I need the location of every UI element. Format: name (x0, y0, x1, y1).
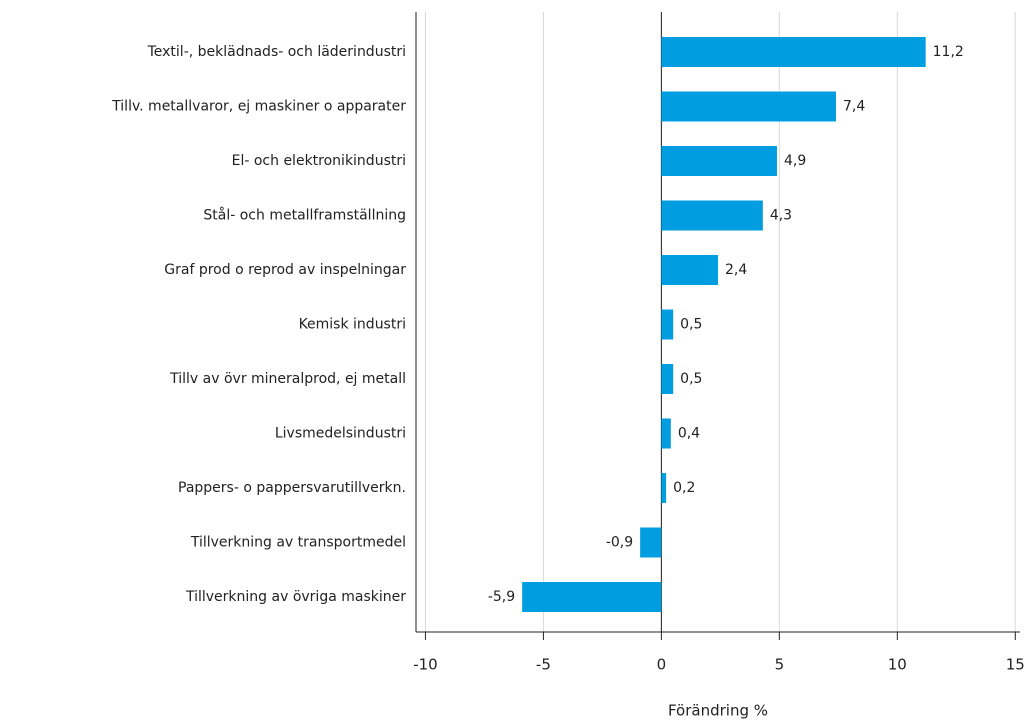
x-tick-label: 0 (657, 656, 667, 674)
value-label: -5,9 (488, 589, 515, 605)
value-label: 2,4 (725, 262, 747, 278)
y-tick-label: Kemisk industri (299, 317, 406, 333)
value-label: 0,5 (680, 371, 702, 387)
value-label: 4,9 (784, 153, 806, 169)
bar (661, 200, 763, 231)
x-axis-title: Förändring % (668, 702, 768, 720)
x-tick-label: 5 (775, 656, 785, 674)
bar (661, 255, 718, 285)
y-tick-label: Tillv. metallvaror, ej maskiner o appara… (111, 99, 406, 115)
bar (640, 527, 662, 558)
value-label: 7,4 (843, 99, 865, 115)
value-label: 0,2 (673, 480, 695, 496)
value-label: 0,5 (680, 317, 702, 333)
x-tick-label: 15 (1006, 656, 1025, 674)
y-tick-label: Stål- och metallframställning (203, 207, 406, 224)
value-label: -0,9 (606, 535, 633, 551)
bar (522, 582, 662, 612)
bar (661, 418, 671, 449)
bar (661, 473, 667, 503)
bar (661, 146, 777, 176)
y-tick-label: Livsmedelsindustri (275, 426, 406, 442)
y-tick-label: Textil-, beklädnads- och läderindustri (147, 44, 406, 60)
bar (661, 364, 674, 394)
bar (661, 309, 674, 340)
x-tick-label: 10 (888, 656, 907, 674)
y-tick-label: Graf prod o reprod av inspelningar (164, 262, 406, 278)
y-tick-label: Tillv av övr mineralprod, ej metall (169, 371, 406, 387)
y-tick-label: Tillverkning av transportmedel (190, 535, 406, 551)
value-label: 11,2 (933, 44, 964, 60)
value-label: 4,3 (770, 208, 792, 224)
x-tick-label: -5 (536, 656, 551, 674)
bar (661, 37, 926, 67)
bar (661, 91, 836, 122)
x-tick-label: -10 (413, 656, 438, 674)
value-label: 0,4 (678, 426, 700, 442)
y-tick-label: Tillverkning av övriga maskiner (185, 589, 406, 605)
y-tick-label: Pappers- o pappersvarutillverkn. (178, 480, 406, 496)
y-tick-label: El- och elektronikindustri (232, 153, 406, 169)
